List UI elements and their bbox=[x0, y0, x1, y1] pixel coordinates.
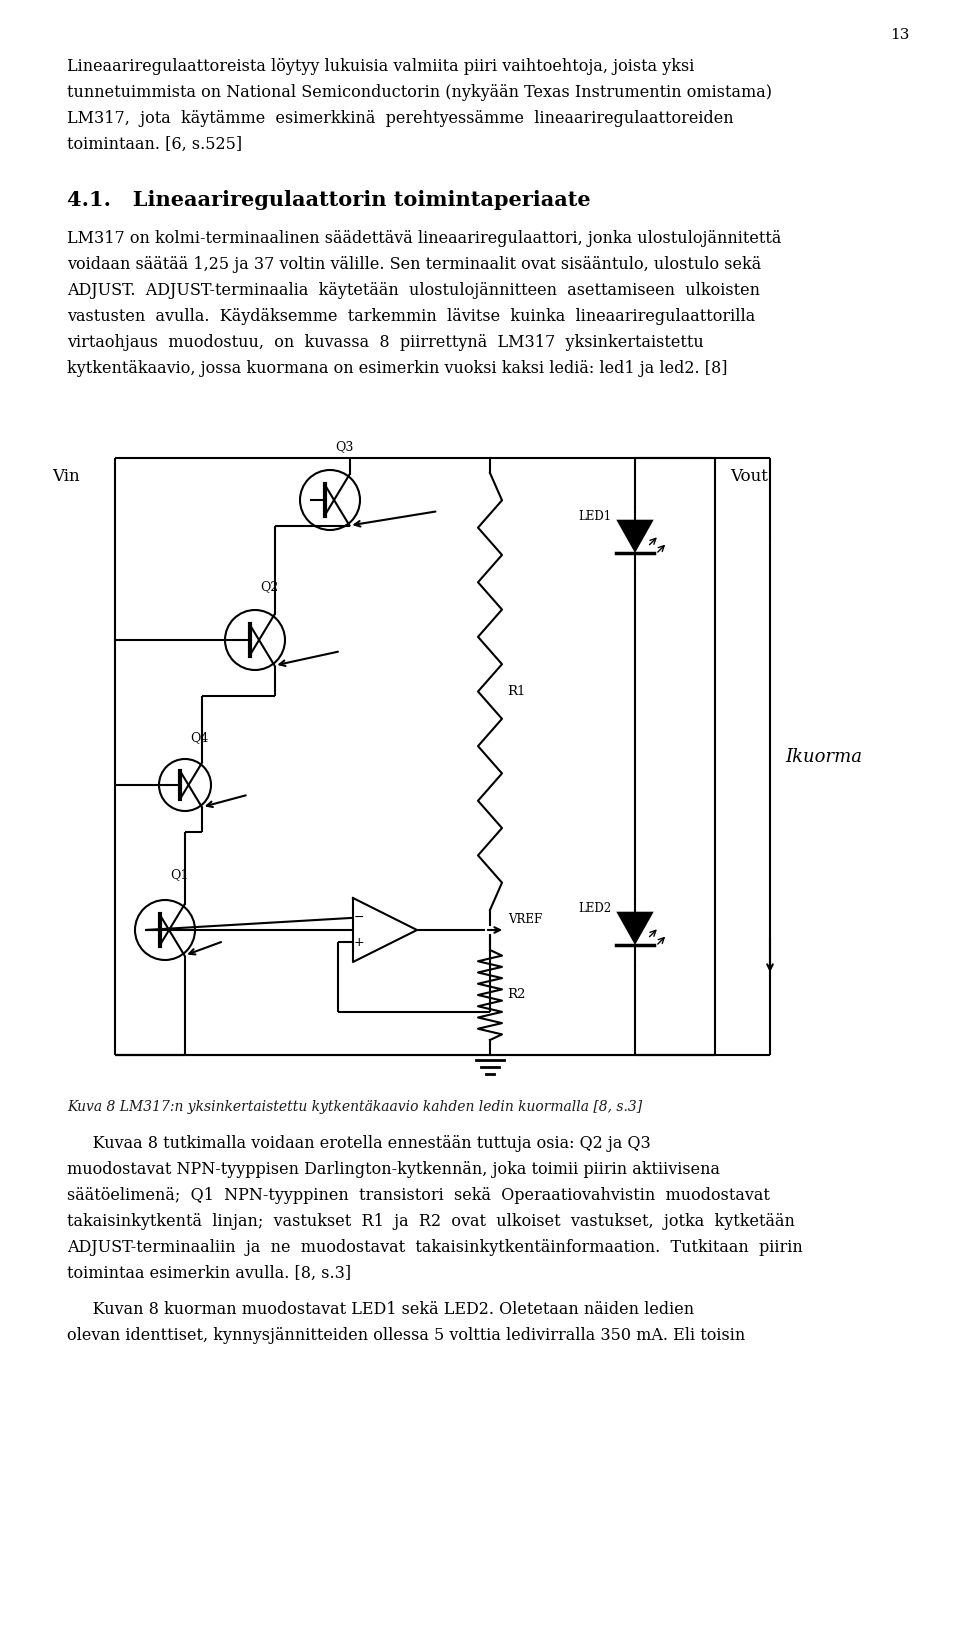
Text: toimintaan. [6, s.525]: toimintaan. [6, s.525] bbox=[67, 135, 242, 153]
Text: 13: 13 bbox=[891, 28, 910, 42]
Text: kytkentäkaavio, jossa kuormana on esimerkin vuoksi kaksi lediä: led1 ja led2. [8: kytkentäkaavio, jossa kuormana on esimer… bbox=[67, 360, 728, 377]
Text: LED1: LED1 bbox=[578, 510, 612, 523]
Text: virtaohjaus  muodostuu,  on  kuvassa  8  piirrettynä  LM317  yksinkertaistettu: virtaohjaus muodostuu, on kuvassa 8 piir… bbox=[67, 334, 704, 350]
Text: R1: R1 bbox=[507, 685, 525, 698]
Text: Kuvaa 8 tutkimalla voidaan erotella ennestään tuttuja osia: Q2 ja Q3: Kuvaa 8 tutkimalla voidaan erotella enne… bbox=[67, 1134, 651, 1152]
Text: Lineaariregulaattoreista löytyy lukuisia valmiita piiri vaihtoehtoja, joista yks: Lineaariregulaattoreista löytyy lukuisia… bbox=[67, 59, 694, 75]
Text: LM317 on kolmi-terminaalinen säädettävä lineaariregulaattori, jonka ulostulojänn: LM317 on kolmi-terminaalinen säädettävä … bbox=[67, 230, 781, 248]
Text: Vin: Vin bbox=[52, 468, 80, 486]
Text: olevan identtiset, kynnysjännitteiden ollessa 5 volttia ledivirralla 350 mA. Eli: olevan identtiset, kynnysjännitteiden ol… bbox=[67, 1327, 745, 1345]
Text: ADJUST.  ADJUST-terminaalia  käytetään  ulostulojännitteen  asettamiseen  ulkois: ADJUST. ADJUST-terminaalia käytetään ulo… bbox=[67, 282, 760, 298]
Text: −: − bbox=[353, 911, 364, 924]
Polygon shape bbox=[616, 911, 654, 945]
Text: VREF: VREF bbox=[508, 913, 542, 926]
Text: +: + bbox=[353, 936, 364, 949]
Text: LM317,  jota  käytämme  esimerkkinä  perehtyessämme  lineaariregulaattoreiden: LM317, jota käytämme esimerkkinä perehty… bbox=[67, 109, 733, 127]
Text: R2: R2 bbox=[507, 988, 525, 1001]
Text: Kuva 8 LM317:n yksinkertaistettu kytkentäkaavio kahden ledin kuormalla [8, s.3]: Kuva 8 LM317:n yksinkertaistettu kytkent… bbox=[67, 1100, 642, 1113]
Text: muodostavat NPN-tyyppisen Darlington-kytkennän, joka toimii piirin aktiivisena: muodostavat NPN-tyyppisen Darlington-kyt… bbox=[67, 1161, 720, 1178]
Text: Q2: Q2 bbox=[260, 580, 278, 593]
Text: toimintaa esimerkin avulla. [8, s.3]: toimintaa esimerkin avulla. [8, s.3] bbox=[67, 1265, 351, 1283]
Text: Q4: Q4 bbox=[190, 730, 208, 743]
Text: Q1: Q1 bbox=[170, 869, 188, 880]
Text: voidaan säätää 1,25 ja 37 voltin välille. Sen terminaalit ovat sisääntulo, ulost: voidaan säätää 1,25 ja 37 voltin välille… bbox=[67, 256, 761, 272]
Text: Q3: Q3 bbox=[335, 440, 353, 453]
Text: 4.1.   Lineaariregulaattorin toimintaperiaate: 4.1. Lineaariregulaattorin toimintaperia… bbox=[67, 191, 590, 210]
Text: ADJUST-terminaaliin  ja  ne  muodostavat  takaisinkytkentäinformaation.  Tutkita: ADJUST-terminaaliin ja ne muodostavat ta… bbox=[67, 1239, 803, 1257]
Text: säätöelimenä;  Q1  NPN-tyyppinen  transistori  sekä  Operaatiovahvistin  muodost: säätöelimenä; Q1 NPN-tyyppinen transisto… bbox=[67, 1187, 770, 1205]
Text: tunnetuimmista on National Semiconductorin (nykyään Texas Instrumentin omistama): tunnetuimmista on National Semiconductor… bbox=[67, 85, 772, 101]
Text: LED2: LED2 bbox=[578, 901, 612, 914]
Text: vastusten  avulla.  Käydäksemme  tarkemmin  lävitse  kuinka  lineaariregulaattor: vastusten avulla. Käydäksemme tarkemmin … bbox=[67, 308, 756, 324]
Text: takaisinkytkentä  linjan;  vastukset  R1  ja  R2  ovat  ulkoiset  vastukset,  jo: takaisinkytkentä linjan; vastukset R1 ja… bbox=[67, 1213, 795, 1231]
Polygon shape bbox=[616, 520, 654, 553]
Text: Ikuorma: Ikuorma bbox=[785, 748, 862, 766]
Text: Vout: Vout bbox=[730, 468, 768, 486]
Text: Kuvan 8 kuorman muodostavat LED1 sekä LED2. Oletetaan näiden ledien: Kuvan 8 kuorman muodostavat LED1 sekä LE… bbox=[67, 1301, 694, 1319]
